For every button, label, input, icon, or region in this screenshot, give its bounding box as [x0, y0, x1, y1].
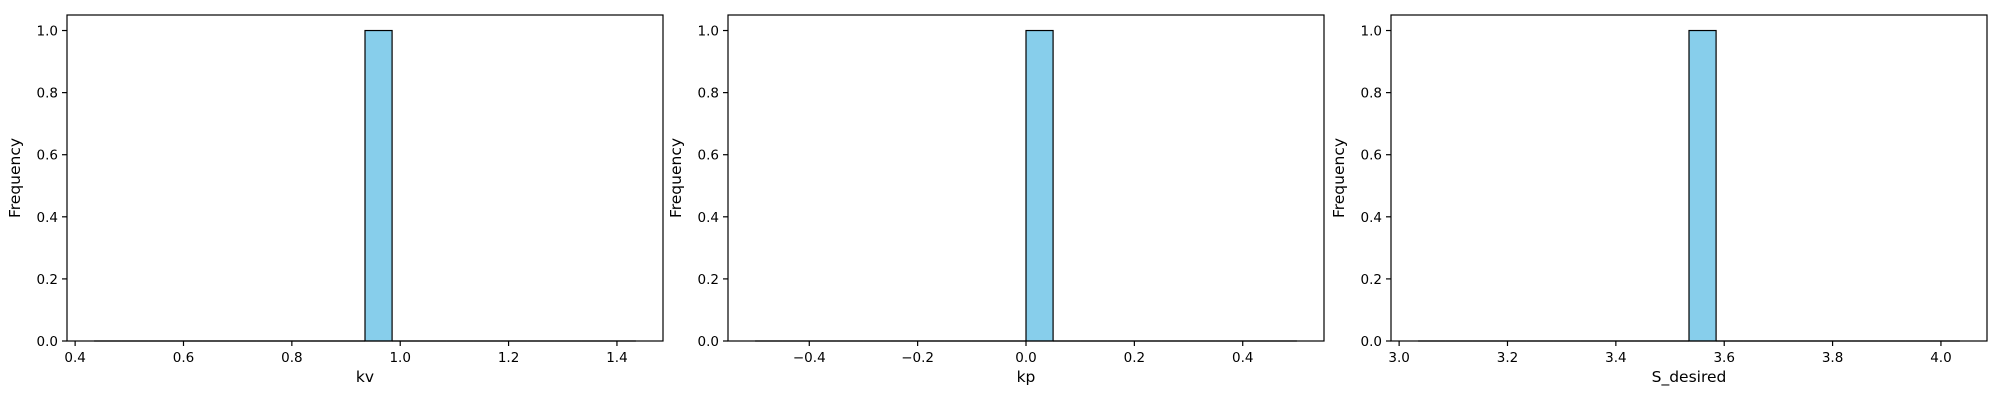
x-tick-label: −0.4 — [793, 350, 826, 366]
x-tick-label: 0.2 — [1124, 350, 1145, 366]
x-tick-label: 3.0 — [1388, 350, 1409, 366]
y-tick-label: 1.0 — [1361, 24, 1382, 40]
y-tick-label: 0.0 — [698, 334, 719, 350]
x-tick-label: 0.4 — [1232, 350, 1253, 366]
y-tick-label: 0.2 — [1361, 272, 1382, 288]
x-tick-label: 1.2 — [498, 350, 519, 366]
x-tick-label: −0.2 — [901, 350, 934, 366]
y-tick-label: 0.6 — [1361, 148, 1382, 164]
y-axis-label: Frequency — [6, 138, 24, 218]
axes-frame — [1390, 14, 1988, 342]
y-tick-label: 0.0 — [37, 334, 58, 350]
y-tick-label: 0.6 — [698, 148, 719, 164]
x-axis-label: kv — [356, 368, 374, 386]
y-axis-label: Frequency — [1330, 138, 1348, 218]
x-tick-label: 3.4 — [1605, 350, 1626, 366]
histogram-bar — [1025, 29, 1054, 342]
y-tick-label: 0.6 — [37, 148, 58, 164]
y-tick-label: 0.2 — [698, 272, 719, 288]
x-tick-label: 3.2 — [1497, 350, 1518, 366]
chart-panel-1: 0.4 0.6 0.8 1.0 1.2 1.4 0.0 0.2 0.4 0.6 0.8 1.0 kv Fr… — [6, 14, 664, 386]
x-tick-label: 1.0 — [389, 350, 410, 366]
x-tick-label: 1.4 — [606, 350, 627, 366]
x-tick-label: 3.8 — [1822, 350, 1843, 366]
y-tick-label: 0.4 — [698, 210, 719, 226]
histogram-bar — [364, 29, 393, 342]
x-tick-label: 0.6 — [173, 350, 194, 366]
x-tick-label: 0.4 — [64, 350, 85, 366]
x-tick-label: 4.0 — [1930, 350, 1951, 366]
y-tick-label: 0.8 — [1361, 86, 1382, 102]
x-tick-label: 0.8 — [281, 350, 302, 366]
y-tick-label: 0.4 — [37, 210, 58, 226]
y-tick-label: 0.8 — [698, 86, 719, 102]
x-axis-label: S_desired — [1652, 368, 1727, 387]
x-axis-label: kp — [1017, 368, 1036, 386]
y-tick-label: 0.2 — [37, 272, 58, 288]
histogram-bar — [1688, 29, 1717, 342]
y-tick-label: 1.0 — [698, 24, 719, 40]
x-tick-label: 0.0 — [1015, 350, 1036, 366]
y-axis-label: Frequency — [667, 138, 685, 218]
x-tick-label: 3.6 — [1713, 350, 1734, 366]
y-tick-label: 0.0 — [1361, 334, 1382, 350]
y-tick-label: 0.4 — [1361, 210, 1382, 226]
axes-frame — [66, 14, 664, 342]
y-tick-label: 1.0 — [37, 24, 58, 40]
y-tick-label: 0.8 — [37, 86, 58, 102]
chart-panel-3: 3.0 3.2 3.4 3.6 3.8 4.0 0.0 0.2 0.4 0.6 0.8 1.0 S_de… — [1330, 14, 1988, 387]
chart-panel-2: −0.4 −0.2 0.0 0.2 0.4 0.0 0.2 0.4 0.6 0.8 1.0 kp Fre… — [667, 14, 1325, 386]
